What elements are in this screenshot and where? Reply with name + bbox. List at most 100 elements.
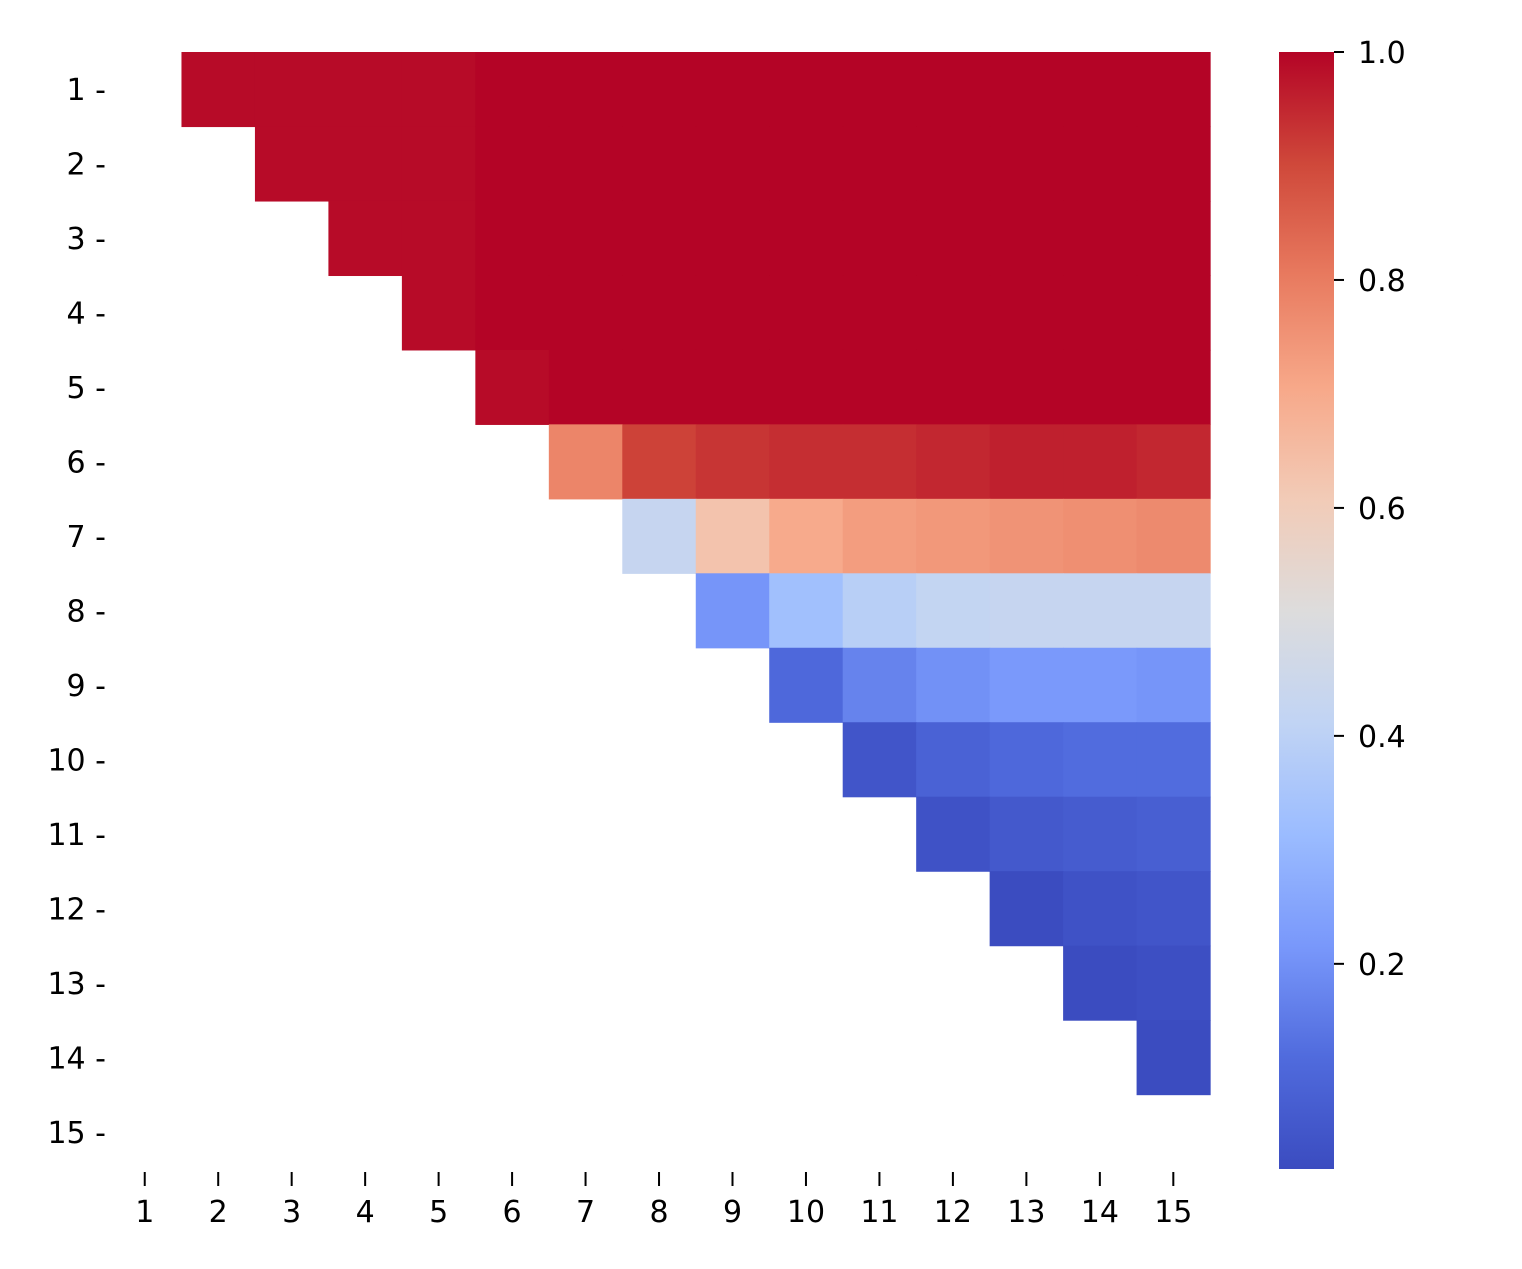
colorbar-ticks: 0.2 0.4 0.6 0.8 1.0 <box>1334 36 1406 983</box>
heatmap-cell-r11-c15 <box>1136 796 1211 872</box>
heatmap-cell-r2-c15 <box>1136 126 1211 202</box>
heatmap-cell-r7-c13 <box>989 498 1064 574</box>
heatmap-cell-r2-c4 <box>328 126 403 202</box>
heatmap-cell-r9-c14 <box>1063 647 1138 723</box>
y-tick-label: 6 - <box>67 446 106 481</box>
y-tick-label: 1 - <box>67 73 106 108</box>
heatmap-cell-r1-c11 <box>842 52 917 128</box>
heatmap-cell-r1-c4 <box>328 52 403 128</box>
y-tick-label: 8 - <box>67 595 106 630</box>
y-tick-label: 14 - <box>47 1041 106 1076</box>
heatmap-cell-r1-c9 <box>695 52 770 128</box>
heatmap-cell-r1-c7 <box>548 52 623 128</box>
heatmap-cell-r4-c6 <box>475 275 550 351</box>
heatmap-cell-r3-c8 <box>622 200 697 277</box>
y-tick-label: 3 - <box>67 222 106 257</box>
x-tick-label: 13 <box>1007 1195 1045 1230</box>
x-tick-label: 3 <box>282 1195 301 1230</box>
heatmap-cell-r3-c5 <box>401 200 476 277</box>
heatmap-cell-r2-c10 <box>769 126 844 202</box>
heatmap-cell-r10-c12 <box>916 722 991 798</box>
heatmap-cell-r5-c9 <box>695 349 770 425</box>
heatmap-cell-r10-c13 <box>989 722 1064 798</box>
heatmap-cell-r6-c9 <box>695 424 770 500</box>
y-tick-label: 15 - <box>47 1116 106 1151</box>
heatmap-cell-r11-c14 <box>1063 796 1138 872</box>
heatmap-cell-r14-c15 <box>1136 1020 1211 1096</box>
heatmap-cell-r13-c14 <box>1063 945 1138 1021</box>
heatmap-cell-r3-c14 <box>1063 200 1138 277</box>
heatmap-cell-r2-c12 <box>916 126 991 202</box>
heatmap-cell-r10-c14 <box>1063 722 1138 798</box>
heatmap-cell-r4-c12 <box>916 275 991 351</box>
heatmap-cell-r9-c11 <box>842 647 917 723</box>
heatmap-cell-r7-c11 <box>842 498 917 574</box>
heatmap-cell-r2-c7 <box>548 126 623 202</box>
heatmap-cell-r1-c10 <box>769 52 844 128</box>
y-tick-label: 12 - <box>47 892 106 927</box>
x-tick-label: 12 <box>934 1195 972 1230</box>
heatmap-cell-r13-c15 <box>1136 945 1211 1021</box>
x-tick-label: 5 <box>429 1195 448 1230</box>
heatmap-cell-r6-c11 <box>842 424 917 500</box>
y-tick-label: 11 - <box>47 818 106 853</box>
heatmap-cell-r5-c13 <box>989 349 1064 425</box>
heatmap-cell-r2-c9 <box>695 126 770 202</box>
heatmap-cell-r10-c15 <box>1136 722 1211 798</box>
heatmap-cell-r4-c14 <box>1063 275 1138 351</box>
y-tick-label: 7 - <box>67 520 106 555</box>
y-tick-label: 5 - <box>67 371 106 406</box>
heatmap-cell-r3-c7 <box>548 200 623 277</box>
heatmap-cell-r9-c10 <box>769 647 844 723</box>
heatmap-cell-r11-c13 <box>989 796 1064 872</box>
x-tick-label: 9 <box>723 1195 742 1230</box>
heatmap-cell-r1-c14 <box>1063 52 1138 128</box>
heatmap-cell-r6-c10 <box>769 424 844 500</box>
x-tick-label: 1 <box>135 1195 154 1230</box>
heatmap-cell-r8-c11 <box>842 573 917 649</box>
heatmap-cell-r1-c15 <box>1136 52 1211 128</box>
heatmap-cell-r7-c10 <box>769 498 844 574</box>
x-tick-label: 7 <box>576 1195 595 1230</box>
heatmap-cell-r8-c12 <box>916 573 991 649</box>
y-tick-label: 9 - <box>67 669 106 704</box>
heatmap-cell-r9-c13 <box>989 647 1064 723</box>
heatmap-cell-r4-c13 <box>989 275 1064 351</box>
heatmap-cell-r4-c7 <box>548 275 623 351</box>
heatmap-cell-r4-c15 <box>1136 275 1211 351</box>
heatmap-cell-r5-c14 <box>1063 349 1138 425</box>
heatmap-cell-r5-c15 <box>1136 349 1211 425</box>
y-axis-ticks: 1 - 2 - 3 - 4 - 5 - 6 - 7 - 8 - 9 - 10 - 11 - 12 - 1… <box>47 73 106 1151</box>
x-tick-label: 15 <box>1154 1195 1192 1230</box>
heatmap-cell-r1-c13 <box>989 52 1064 128</box>
heatmap-cell-r2-c13 <box>989 126 1064 202</box>
heatmap-cell-r4-c8 <box>622 275 697 351</box>
x-tick-label: 4 <box>356 1195 375 1230</box>
x-tick-label: 14 <box>1081 1195 1119 1230</box>
heatmap-cell-r12-c13 <box>989 871 1064 947</box>
heatmap-cell-r6-c14 <box>1063 424 1138 500</box>
heatmap-cell-r7-c15 <box>1136 498 1211 574</box>
x-tick-label: 10 <box>787 1195 825 1230</box>
x-tick-label: 6 <box>503 1195 522 1230</box>
heatmap-cell-r5-c11 <box>842 349 917 425</box>
heatmap-cell-r3-c6 <box>475 200 550 277</box>
heatmap-cell-r7-c14 <box>1063 498 1138 574</box>
heatmap-cell-r2-c6 <box>475 126 550 202</box>
x-tick-label: 8 <box>649 1195 668 1230</box>
heatmap-cell-r5-c6 <box>475 349 550 425</box>
colorbar-tick-label: 0.6 <box>1358 492 1406 527</box>
heatmap-cell-r1-c8 <box>622 52 697 128</box>
heatmap-cells <box>181 52 1211 1096</box>
heatmap-cell-r5-c10 <box>769 349 844 425</box>
y-tick-label: 4 - <box>67 297 106 332</box>
heatmap-cell-r8-c15 <box>1136 573 1211 649</box>
heatmap-cell-r1-c6 <box>475 52 550 128</box>
heatmap-cell-r11-c12 <box>916 796 991 872</box>
x-axis-ticks: 1 2 3 4 5 6 7 8 9 10 11 12 13 14 15 <box>135 1172 1192 1230</box>
y-tick-label: 10 - <box>47 743 106 778</box>
heatmap-cell-r2-c8 <box>622 126 697 202</box>
heatmap-cell-r3-c13 <box>989 200 1064 277</box>
x-tick-label: 2 <box>209 1195 228 1230</box>
heatmap-cell-r4-c11 <box>842 275 917 351</box>
